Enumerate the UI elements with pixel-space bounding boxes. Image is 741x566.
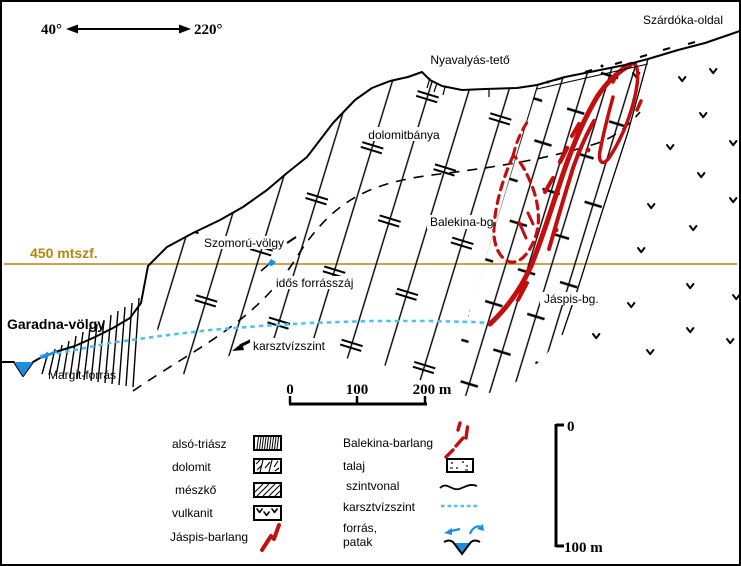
vertical-depth-scale: 0 100 m <box>554 419 603 556</box>
szomoru-tick <box>286 236 297 244</box>
label-idos-forrasszaj: idős forrásszáj <box>276 276 353 290</box>
depth-scale-bottom: 100 m <box>564 540 603 556</box>
margit-spring-icon <box>39 349 58 359</box>
legend-symbol-spring-stream <box>443 524 484 556</box>
legend-label-patak: patak <box>343 535 373 549</box>
dolomite-body <box>148 72 537 395</box>
balekina-cave-passages <box>492 119 541 264</box>
karst-water-level-line <box>39 319 491 358</box>
legend-label-dolomit: dolomit <box>172 460 211 474</box>
legend-symbol-jaspis-cave <box>260 523 281 552</box>
horizontal-scale-bar: 0 100 200 m <box>286 382 452 406</box>
legend-label-vulkanit: vulkanit <box>172 506 213 520</box>
legend-swatch-talaj <box>446 458 474 473</box>
compass: 40° 220° <box>41 22 223 38</box>
label-backers <box>209 127 596 351</box>
legend-label-talaj: talaj <box>343 459 365 473</box>
compass-arrowhead-left <box>66 24 78 34</box>
legend-swatch-also-triasz <box>253 435 282 451</box>
scale-tick-0: 0 <box>286 382 294 398</box>
label-karsztvizszint: karsztvízszint <box>253 339 326 353</box>
legend-label-balekina-barlang: Balekina-barlang <box>343 436 433 450</box>
bearing-right: 220° <box>194 22 223 38</box>
legend-symbol-contour-line <box>439 484 478 491</box>
legend-label-meszko: mészkő <box>175 483 217 497</box>
legend-swatch-meszko <box>253 482 282 498</box>
legend-label-also-triasz: alsó-triász <box>172 437 227 451</box>
compass-arrowhead-right <box>179 24 191 34</box>
label-450-mtszf: 450 mtszf. <box>30 245 98 261</box>
legend-swatch-dolomit <box>253 458 282 474</box>
legend-label-szintvonal: szintvonal <box>346 479 399 493</box>
peak-cliff-ticks <box>426 77 490 97</box>
scale-tick-100: 100 <box>346 382 369 398</box>
legend-swatch-vulkanit <box>253 505 282 521</box>
label-margit-forras: Margit-forrás <box>48 368 116 382</box>
label-garadna-volgy: Garadna-völgy <box>7 316 105 332</box>
label-dolomitbanya: dolomitbánya <box>368 128 440 142</box>
bearing-left: 40° <box>41 22 62 38</box>
garadna-stream-water <box>14 362 33 376</box>
scale-tick-200: 200 m <box>413 382 452 398</box>
label-szardoka-oldal: Szárdóka-oldal <box>643 13 723 27</box>
legend: alsó-triász dolomit mészkő vulkanit Jásp… <box>170 421 484 556</box>
label-nyavalyas-teto: Nyavalyás-tető <box>430 53 510 67</box>
ridge-talus-marks <box>536 41 696 90</box>
label-jaspis-bg: Jáspis-bg. <box>544 292 599 306</box>
legend-label-karsztvizszint: karsztvízszint <box>343 500 416 514</box>
old-spring-mouth-icon <box>260 259 276 272</box>
label-szomoru-volgy: Szomorú-völgy <box>204 236 284 250</box>
legend-symbol-balekina-cave <box>444 421 470 459</box>
label-balekina-bg: Balekina-bg. <box>430 215 497 229</box>
legend-label-forras: forrás, <box>343 521 377 535</box>
legend-label-jaspis-barlang: Jáspis-barlang <box>170 530 248 544</box>
depth-scale-top: 0 <box>567 419 575 435</box>
